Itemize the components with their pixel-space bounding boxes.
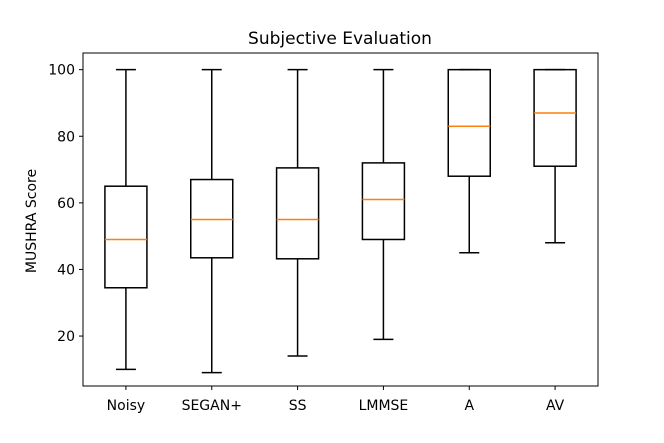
x-tick-label: A (464, 398, 474, 414)
box-iqr (104, 185, 148, 289)
box-iqr (447, 68, 491, 177)
box-iqr (190, 178, 234, 259)
box-group (447, 68, 491, 254)
y-axis-label: MUSHRA Score (24, 169, 40, 273)
chart-title: Subjective Evaluation (248, 29, 432, 49)
y-tick-label: 60 (57, 196, 75, 212)
box-iqr (533, 68, 577, 167)
x-axis: Noisy SEGAN+ SS LMMSE A AV (107, 386, 565, 414)
box-group (104, 68, 148, 371)
box-iqr (275, 167, 320, 260)
x-tick-label: LMMSE (359, 398, 409, 414)
box-group (361, 68, 406, 341)
y-axis: 20 40 60 80 100 (48, 63, 83, 345)
y-tick-label: 100 (48, 63, 75, 79)
y-tick-label: 80 (57, 129, 75, 145)
boxes (104, 68, 577, 374)
box-group (190, 68, 234, 374)
box-iqr (361, 162, 406, 241)
x-tick-label: SEGAN+ (182, 398, 242, 414)
y-tick-label: 20 (57, 329, 75, 345)
x-tick-label: AV (546, 398, 565, 414)
y-tick-label: 40 (57, 262, 75, 278)
x-tick-label: SS (289, 398, 307, 414)
plot-area-frame (82, 52, 599, 387)
box-group (533, 68, 577, 244)
x-tick-label: Noisy (107, 398, 146, 414)
box-group (275, 68, 320, 357)
